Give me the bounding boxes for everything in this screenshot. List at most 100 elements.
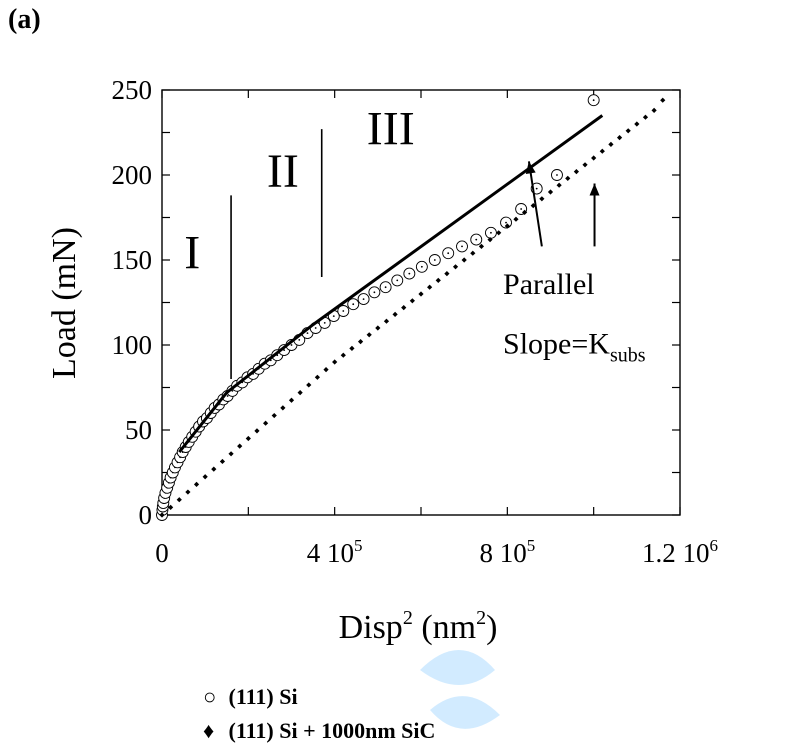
si-sic-data-point — [332, 359, 338, 365]
y-axis-label: Load (mN) — [46, 227, 83, 379]
si-data-point-dot — [535, 187, 538, 190]
si-sic-data-point — [573, 169, 579, 175]
si-sic-data-point — [409, 298, 415, 304]
si-sic-data-point — [340, 352, 346, 358]
si-sic-data-point — [487, 237, 493, 243]
x-axis-label: Disp2 (nm2) — [339, 607, 498, 646]
si-sic-data-point — [297, 390, 303, 396]
si-sic-data-point — [634, 121, 640, 127]
si-sic-data-point — [254, 428, 260, 434]
si-data-point-dot — [447, 252, 450, 255]
si-sic-data-point — [357, 339, 364, 345]
si-sic-data-point — [263, 420, 269, 426]
si-sic-data-point — [193, 481, 200, 487]
si-sic-data-point — [314, 374, 320, 380]
x-tick-label: 0 — [155, 538, 169, 568]
x-axis-label-unit: (nm — [421, 609, 476, 646]
si-sic-data-point — [547, 189, 554, 195]
annotation-arrow — [527, 161, 543, 247]
si-data-point-dot — [323, 322, 326, 324]
si-sic-data-point — [418, 291, 424, 297]
x-axis-label-base: Disp — [339, 609, 403, 646]
x-tick-label: 8 105 — [479, 536, 535, 568]
si-sic-data-point — [496, 230, 502, 236]
si-sic-data-point — [625, 128, 631, 134]
legend-item-si: ○ (111) Si — [203, 680, 435, 714]
si-sic-data-point — [245, 435, 251, 442]
arrow-head-icon — [589, 183, 600, 196]
x-axis-label-close: ) — [486, 609, 497, 646]
region-label: III — [367, 102, 415, 155]
si-sic-data-point — [660, 97, 666, 103]
si-sic-data-point — [427, 284, 433, 290]
si-sic-data-point — [237, 443, 243, 449]
x-tick-label: 1.2 106 — [642, 536, 718, 568]
si-sic-data-point — [211, 466, 217, 472]
si-sic-data-point — [556, 182, 562, 188]
watermark-logo — [420, 650, 500, 729]
si-data-point-dot — [362, 298, 365, 300]
si-sic-data-point — [228, 451, 234, 457]
si-sic-data-point — [271, 412, 277, 419]
si-sic-data-point — [651, 107, 657, 113]
annotation-text: Parallel — [503, 268, 595, 301]
si-data-point-dot — [306, 332, 309, 334]
y-tick-label: 100 — [112, 330, 153, 360]
open-circle-icon: ○ — [203, 684, 217, 709]
si-sic-data-point — [452, 264, 459, 270]
si-data-point-dot — [420, 265, 423, 268]
legend-label-si: (111) Si — [228, 684, 298, 709]
si-sic-data-point — [202, 474, 208, 480]
si-data-point-dot — [461, 245, 463, 248]
si-sic-data-point — [401, 305, 407, 311]
si-data-point-dot — [556, 174, 558, 176]
y-tick-label: 250 — [112, 75, 153, 105]
si-sic-data-point — [159, 512, 165, 518]
si-sic-data-point — [392, 311, 398, 317]
si-data-point-dot — [226, 395, 229, 397]
y-tick-label: 200 — [112, 160, 153, 190]
arrow-head-icon — [525, 161, 536, 175]
panel-label: (a) — [8, 4, 41, 35]
si-data-point-dot — [396, 279, 399, 282]
x-axis-label-base-sup: 2 — [403, 607, 413, 629]
si-sic-data-point — [185, 489, 191, 495]
si-sic-data-point — [513, 216, 519, 222]
si-data-point-dot — [352, 303, 355, 306]
si-sic-data-point — [591, 155, 597, 161]
si-data-point-dot — [342, 310, 345, 312]
region-label: II — [267, 145, 299, 198]
si-data-point-dot — [520, 208, 523, 210]
si-sic-data-point — [375, 325, 381, 331]
si-sic-data-point — [176, 497, 182, 503]
si-sic-data-point — [306, 382, 312, 388]
si-sic-data-point — [349, 345, 355, 351]
legend-item-si-sic: ♦ (111) Si + 1000nm SiC — [203, 714, 435, 748]
fit-line — [178, 114, 604, 454]
y-tick-label: 150 — [112, 245, 153, 275]
y-tick-label: 50 — [125, 415, 152, 445]
si-data-point-dot — [373, 291, 376, 294]
x-tick-label: 4 105 — [307, 536, 363, 568]
si-sic-data-point — [565, 175, 571, 181]
legend: ○ (111) Si ♦ (111) Si + 1000nm SiC — [203, 680, 435, 748]
si-sic-data-point — [599, 148, 605, 154]
si-sic-data-point — [539, 196, 545, 202]
si-data-point-dot — [283, 349, 286, 351]
si-sic-data-point — [470, 250, 476, 256]
si-data-point-dot — [231, 390, 234, 392]
filled-diamond-icon: ♦ — [203, 718, 215, 743]
si-data-point-dot — [408, 272, 411, 275]
legend-label-si-sic: (111) Si + 1000nm SiC — [228, 718, 436, 743]
si-sic-data-point — [288, 397, 295, 403]
x-axis-label-unit-sup: 2 — [476, 607, 486, 629]
si-data-point-dot — [433, 259, 436, 261]
si-sic-data-point — [461, 257, 467, 263]
si-data-point-dot — [314, 327, 317, 329]
si-data-point-dot — [332, 315, 335, 317]
si-sic-data-point — [504, 223, 510, 229]
si-data-point-dot — [505, 221, 507, 224]
si-sic-data-point — [522, 209, 528, 215]
si-sic-data-point — [478, 243, 485, 249]
